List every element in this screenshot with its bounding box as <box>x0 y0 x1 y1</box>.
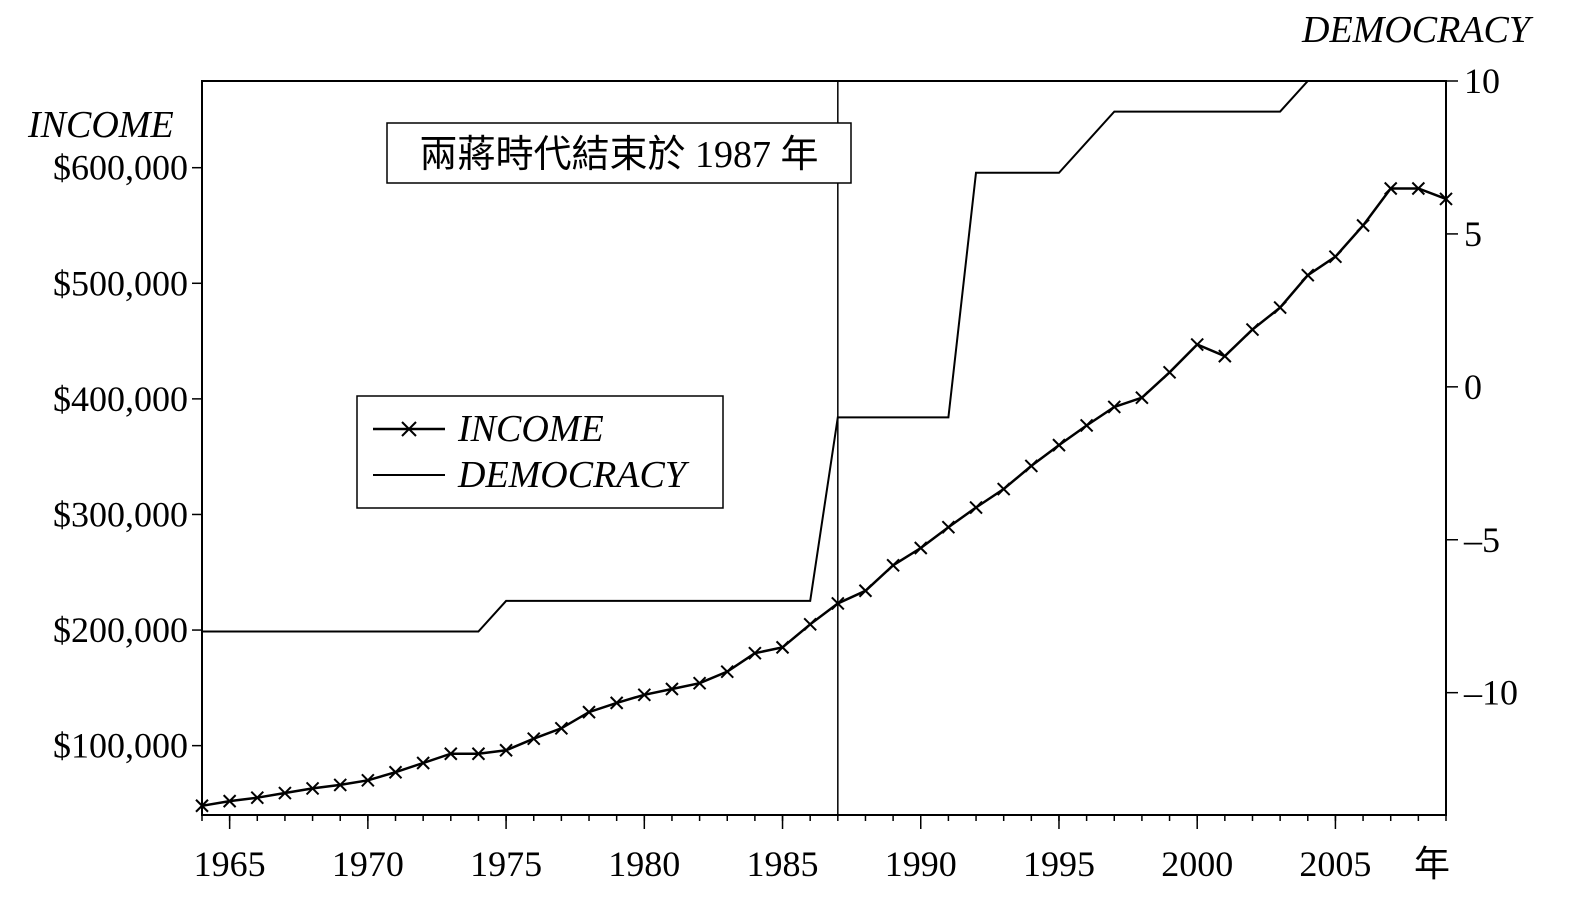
income-point-2001 <box>1218 349 1232 363</box>
income-point-1965 <box>222 794 237 808</box>
left-tick-label: $400,000 <box>53 379 188 419</box>
income-point-2007 <box>1384 181 1398 196</box>
income-point-2009 <box>1439 192 1453 206</box>
income-point-2004 <box>1301 268 1315 282</box>
income-point-1986 <box>803 617 817 631</box>
income-point-1977 <box>554 721 569 736</box>
left-tick-label: $600,000 <box>53 148 188 188</box>
income-point-1972 <box>416 756 430 770</box>
legend: INCOME DEMOCRACY <box>356 395 724 509</box>
income-point-1993 <box>996 482 1011 496</box>
income-point-1982 <box>692 676 707 690</box>
left-axis-ticks: $100,000 $200,000 $300,000 $400,000 $500,000… <box>53 148 202 766</box>
right-axis-ticks: 10 5 0 –5 –10 <box>1446 61 1518 713</box>
income-point-1971 <box>388 765 403 779</box>
x-axis-ticks: 1965 1970 1975 1980 1985 1990 1995 2000 2005 <box>194 815 1447 884</box>
income-point-1989 <box>886 558 900 573</box>
income-point-1999 <box>1162 365 1177 379</box>
income-point-1996 <box>1079 418 1094 433</box>
income-point-2002 <box>1245 322 1260 337</box>
income-series-line <box>201 187 1447 808</box>
income-point-1979 <box>609 696 624 710</box>
income-point-1987 <box>831 596 845 611</box>
plot-frame <box>201 80 1447 816</box>
income-point-1994 <box>1024 459 1039 473</box>
x-axis-label: 年 <box>1414 844 1450 884</box>
left-axis-label: INCOME <box>27 104 174 146</box>
right-tick-label: 10 <box>1464 61 1500 101</box>
democracy-series-line <box>202 80 1446 633</box>
x-tick-label-1980: 1980 <box>608 844 680 884</box>
x-tick-label-1965: 1965 <box>194 844 266 884</box>
income-point-1985 <box>775 640 790 655</box>
income-point-1998 <box>1135 391 1149 405</box>
income-point-2003 <box>1273 300 1287 315</box>
income-point-1988 <box>858 584 873 598</box>
income-point-1966 <box>250 790 264 805</box>
income-point-1984 <box>748 646 762 660</box>
left-tick-label: $300,000 <box>53 494 188 534</box>
x-tick-label-1990: 1990 <box>885 844 957 884</box>
x-tick-label-1975: 1975 <box>470 844 542 884</box>
left-tick-label: $200,000 <box>53 610 188 650</box>
income-point-1981 <box>665 682 679 696</box>
income-point-1992 <box>969 500 983 515</box>
income-point-2000 <box>1190 337 1204 352</box>
x-tick-label-1970: 1970 <box>332 844 404 884</box>
x-tick-label-1985: 1985 <box>747 844 819 884</box>
annotation-box: 兩蔣時代結束於 1987 年 <box>386 122 852 184</box>
income-point-1980 <box>637 688 652 702</box>
right-tick-label: 0 <box>1464 367 1482 407</box>
right-tick-label: –10 <box>1463 673 1518 713</box>
income-point-1983 <box>720 664 734 679</box>
income-point-1997 <box>1107 400 1121 414</box>
income-point-1991 <box>941 520 956 534</box>
legend-label-income: INCOME <box>457 408 604 450</box>
income-point-1970 <box>361 773 375 788</box>
income-point-1976 <box>527 732 541 746</box>
income-point-1967 <box>278 786 292 800</box>
right-axis-label: DEMOCRACY <box>1301 9 1534 51</box>
legend-label-democracy: DEMOCRACY <box>457 454 690 496</box>
income-point-1978 <box>582 705 596 719</box>
left-tick-label: $500,000 <box>53 263 188 303</box>
income-point-1990 <box>914 541 928 555</box>
x-tick-label-1995: 1995 <box>1023 844 1095 884</box>
left-tick-label: $100,000 <box>53 726 188 766</box>
income-point-1995 <box>1052 438 1066 452</box>
income-point-1968 <box>305 781 320 796</box>
income-point-2005 <box>1328 249 1343 264</box>
x-tick-label-2005: 2005 <box>1299 844 1371 884</box>
annotation-text: 兩蔣時代結束於 1987 年 <box>419 134 818 176</box>
income-point-1975 <box>499 743 513 757</box>
income-point-1964 <box>195 799 209 813</box>
legend-marker-income-icon <box>401 421 417 437</box>
income-point-2008 <box>1411 181 1426 196</box>
income-point-1969 <box>333 778 347 792</box>
right-tick-label: 5 <box>1464 214 1482 254</box>
income-point-1974 <box>471 747 486 761</box>
right-tick-label: –5 <box>1463 520 1500 560</box>
income-markers <box>195 181 1453 813</box>
income-point-1973 <box>444 747 458 761</box>
income-point-2006 <box>1356 218 1370 233</box>
x-tick-label-2000: 2000 <box>1161 844 1233 884</box>
